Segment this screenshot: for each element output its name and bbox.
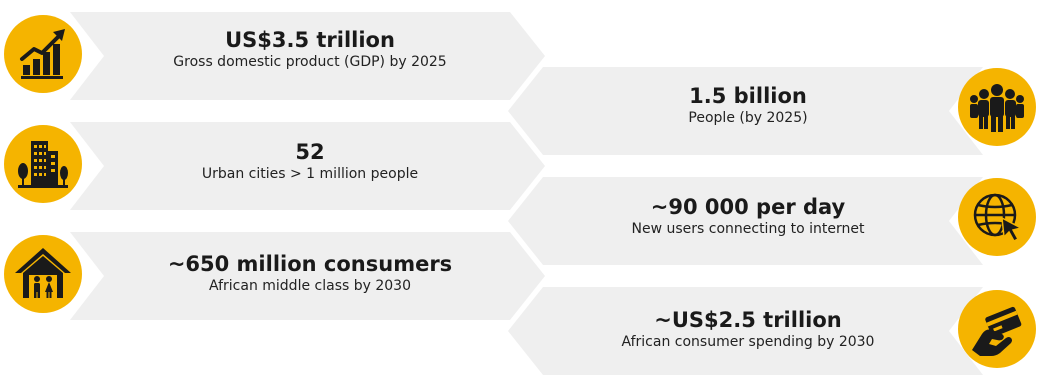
city-buildings-icon [4, 125, 82, 203]
stat-gdp: US$3.5 trillion Gross domestic product (… [70, 12, 545, 100]
stat-value: ~US$2.5 trillion [654, 308, 842, 332]
bar-chart-growth-icon [4, 15, 82, 93]
stat-value: 1.5 billion [689, 84, 807, 108]
arrow-banner [508, 67, 983, 155]
stat-label: New users connecting to internet [631, 221, 865, 237]
stat-value: ~650 million consumers [167, 252, 453, 276]
stat-population: 1.5 billion People (by 2025) [508, 67, 983, 155]
stat-value: ~90 000 per day [650, 195, 846, 219]
arrow-banner [70, 12, 545, 100]
arrow-banner [508, 177, 983, 265]
globe-cursor-icon [958, 178, 1036, 256]
stat-middle-class: ~650 million consumers African middle cl… [70, 232, 545, 320]
stat-label: African middle class by 2030 [209, 278, 411, 294]
house-family-icon [4, 235, 82, 313]
stat-label: People (by 2025) [688, 110, 808, 126]
stat-label: African consumer spending by 2030 [621, 334, 875, 350]
stat-consumer-spending: ~US$2.5 trillion African consumer spendi… [508, 287, 983, 375]
stat-urban-cities: 52 Urban cities > 1 million people [70, 122, 545, 210]
stat-internet-users: ~90 000 per day New users connecting to … [508, 177, 983, 265]
stat-value: US$3.5 trillion [225, 28, 395, 52]
stat-label: Urban cities > 1 million people [201, 166, 419, 182]
people-group-icon [958, 68, 1036, 146]
arrow-banner [70, 232, 545, 320]
arrow-banner [508, 287, 983, 375]
stat-value: 52 [295, 140, 325, 164]
stat-label: Gross domestic product (GDP) by 2025 [173, 54, 447, 70]
hand-card-icon [958, 290, 1036, 368]
arrow-banner [70, 122, 545, 210]
